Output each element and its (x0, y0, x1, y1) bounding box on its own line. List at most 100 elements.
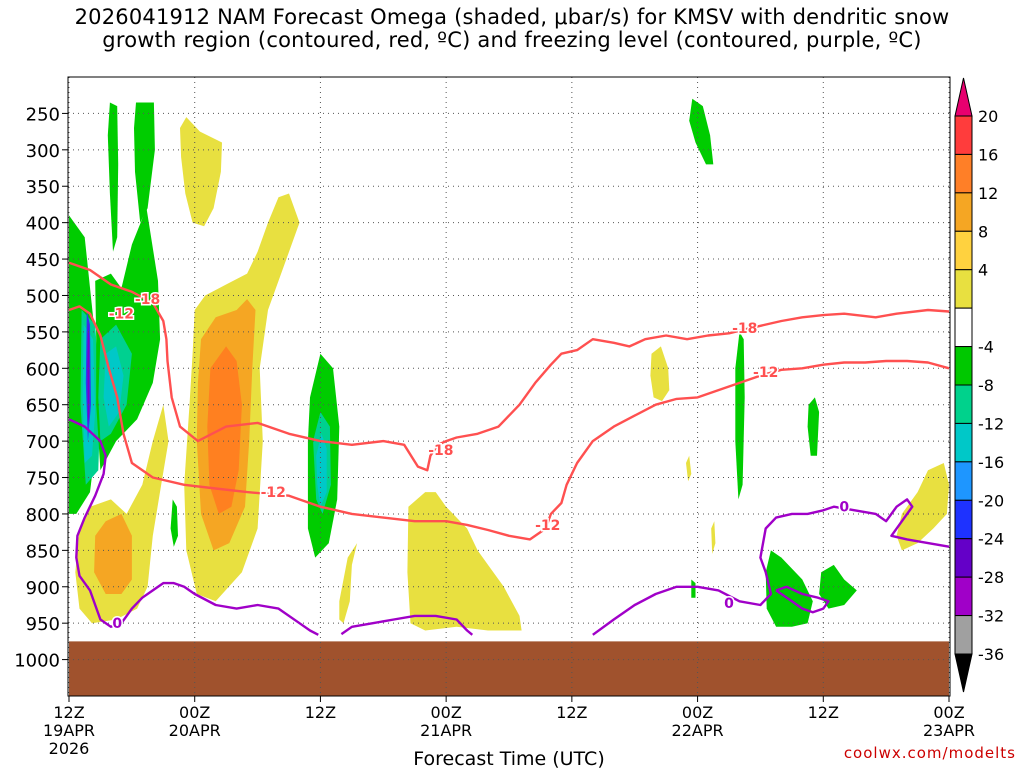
colorbar-box (954, 538, 973, 578)
omega-region-28 (650, 346, 670, 402)
contour-label: -18 (135, 292, 160, 308)
contour-freezing-5 (775, 585, 830, 614)
omega-region-30 (711, 521, 716, 554)
x-tick-label: 23APR (923, 721, 975, 740)
omega-region-16 (807, 397, 820, 456)
omega-region-27 (407, 492, 522, 631)
chart-title: 2026041912 NAM Forecast Omega (shaded, μ… (0, 6, 1024, 52)
y-tick-label: 300 (26, 141, 60, 162)
omega-region-15 (735, 331, 745, 500)
y-tick-label: 650 (26, 396, 60, 417)
x-tick-label: 20APR (169, 721, 221, 740)
omega-region-10 (170, 499, 178, 547)
omega-region-25 (94, 513, 132, 594)
contour-label: -12 (753, 365, 778, 381)
colorbar-box (954, 422, 973, 463)
contour-label: -12 (261, 485, 286, 501)
x-tick-label: 19APR (43, 721, 95, 740)
x-axis-label: Forecast Time (UTC) (413, 748, 604, 768)
x-tick-label: 00Z (933, 703, 964, 722)
colorbar-top-triangle (954, 77, 973, 117)
omega-region-26 (339, 543, 358, 624)
x-tick-label: 00Z (179, 703, 210, 722)
colorbar-box (954, 461, 973, 501)
colorbar-box (954, 230, 973, 271)
colorbar-label: -12 (978, 414, 1004, 433)
chart-title-line1: 2026041912 NAM Forecast Omega (shaded, μ… (74, 5, 950, 29)
contour-label: -18 (428, 443, 453, 459)
contour-lines (68, 261, 950, 636)
colorbar-label: -36 (978, 645, 1004, 664)
y-tick-label: 550 (26, 323, 60, 344)
x-tick-label: 22APR (672, 721, 724, 740)
contour-label: -12 (535, 518, 560, 534)
credit-text[interactable]: coolwx.com/modelts (843, 744, 1016, 762)
contour-label: 0 (112, 616, 122, 632)
colorbar-label: -24 (978, 530, 1004, 549)
omega-region-29 (686, 455, 692, 482)
omega-region-20 (180, 117, 222, 227)
contour-dendritic-0 (68, 261, 950, 472)
omega-region-9 (134, 102, 155, 223)
omega-region-31 (896, 463, 949, 551)
x-tick-label: 12Z (808, 703, 839, 722)
colorbar-box (954, 307, 973, 348)
colorbar-bottom-triangle (954, 653, 973, 693)
y-tick-label: 800 (26, 505, 60, 526)
x-tick-label: 21APR (420, 721, 472, 740)
omega-region-23 (207, 346, 242, 514)
y-tick-label: 450 (26, 250, 60, 271)
colorbar-label: 20 (978, 107, 998, 126)
contour-label: -12 (109, 307, 134, 323)
colorbar: 20 16 12 8 4 -4 -8 -12 -16 -20 -24 -28 -32 -36 (954, 77, 1004, 693)
colorbar-label: 12 (978, 184, 998, 203)
contour-freezing-4 (592, 498, 950, 636)
colorbar-box (954, 153, 973, 194)
omega-region-18 (819, 564, 857, 609)
y-tick-label: 250 (26, 104, 60, 125)
colorbar-box (954, 499, 973, 540)
ground-layer (69, 641, 949, 696)
y-tick-label: 700 (26, 432, 60, 453)
x-tick-label: 00Z (430, 703, 461, 722)
omega-region-19 (691, 579, 696, 598)
x-tick-label: 2026 (49, 739, 90, 758)
colorbar-box (954, 384, 973, 424)
contour-label: 0 (839, 500, 849, 516)
colorbar-box (954, 346, 973, 386)
omega-region-14 (689, 98, 714, 165)
y-tick-label: 400 (26, 214, 60, 235)
colorbar-box (954, 615, 973, 655)
colorbar-label: 16 (978, 145, 998, 164)
chart-title-line2: growth region (contoured, red, ºC) and f… (102, 28, 922, 52)
y-tick-label: 350 (26, 177, 60, 198)
contour-freezing-2 (68, 418, 319, 636)
y-tick-label: 850 (26, 541, 60, 562)
colorbar-label: 8 (978, 222, 988, 241)
colorbar-label: -28 (978, 568, 1004, 587)
x-tick-label: 00Z (682, 703, 713, 722)
ground-fill (69, 641, 949, 696)
colorbar-label: -32 (978, 607, 1004, 626)
omega-region-13 (316, 433, 327, 507)
colorbar-box (954, 115, 973, 155)
x-tick-label: 12Z (305, 703, 336, 722)
colorbar-label: -16 (978, 453, 1004, 472)
x-tick-label: 12Z (53, 703, 84, 722)
contour-dendritic-1 (68, 305, 950, 541)
colorbar-box (954, 192, 973, 232)
colorbar-box (954, 576, 973, 617)
colorbar-box (954, 269, 973, 309)
plot-frame (67, 76, 951, 697)
y-axis: 250 300 350 400 450 500 550 600 650 700 750 800 850 9… (14, 104, 68, 672)
contour-freezing-3 (340, 614, 474, 636)
x-tick-label: 12Z (556, 703, 587, 722)
contour-label: 0 (724, 596, 734, 612)
y-tick-label: 1000 (14, 651, 60, 672)
contour-label: -18 (732, 321, 757, 337)
y-tick-label: 750 (26, 469, 60, 490)
y-tick-label: 950 (26, 614, 60, 635)
